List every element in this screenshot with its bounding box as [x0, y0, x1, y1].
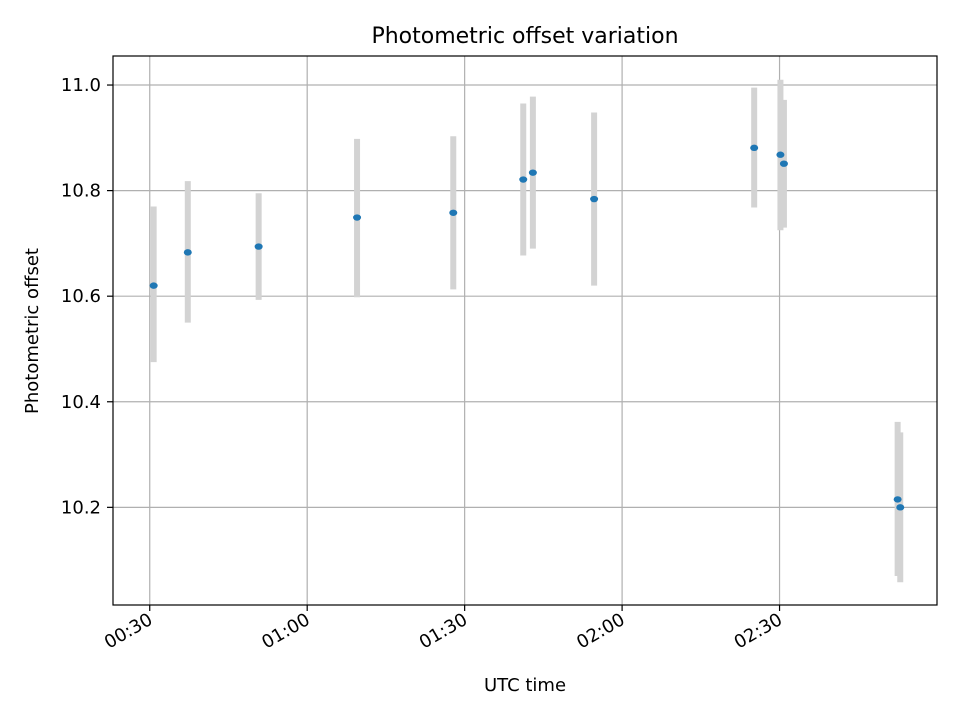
data-point [750, 144, 759, 152]
y-tick-label: 10.4 [61, 392, 101, 413]
data-point [776, 151, 785, 158]
data-point [519, 176, 528, 183]
y-tick-label: 11.0 [61, 75, 101, 96]
data-point [893, 496, 902, 503]
data-points [149, 144, 905, 511]
data-point [149, 282, 158, 289]
y-tick-label: 10.8 [61, 181, 101, 202]
x-axis-label: UTC time [484, 675, 566, 696]
y-axis-label: Photometric offset [22, 248, 43, 414]
data-point [779, 160, 788, 167]
chart-title: Photometric offset variation [371, 24, 678, 49]
data-point [528, 169, 537, 176]
data-point [449, 209, 458, 216]
data-point [353, 214, 362, 221]
y-tick-label: 10.2 [61, 497, 101, 518]
grid [113, 56, 937, 605]
data-point [590, 195, 599, 203]
y-tick-label: 10.6 [61, 286, 101, 307]
plot-frame [112, 55, 938, 606]
data-point [896, 504, 905, 511]
data-point [254, 243, 263, 250]
data-point [183, 249, 192, 256]
